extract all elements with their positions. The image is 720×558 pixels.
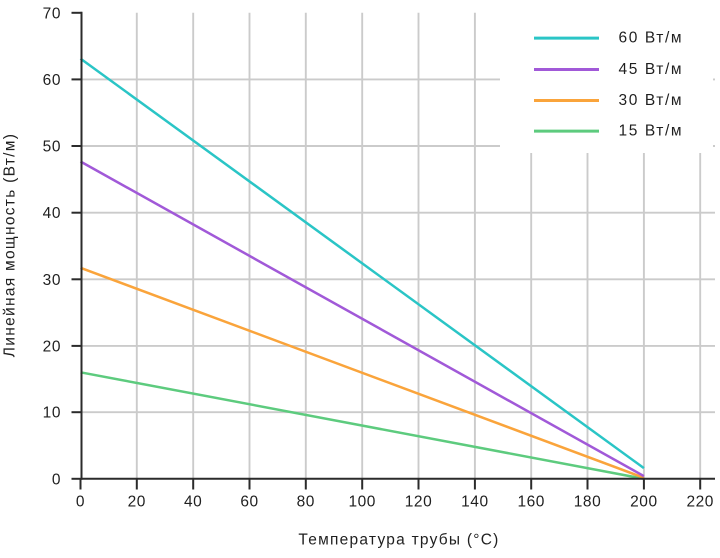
- svg-text:60: 60: [240, 494, 258, 511]
- svg-text:80: 80: [297, 494, 315, 511]
- svg-text:15 Вт/м: 15 Вт/м: [619, 123, 684, 140]
- svg-text:10: 10: [43, 405, 61, 422]
- svg-text:160: 160: [517, 494, 545, 511]
- svg-text:70: 70: [43, 5, 61, 22]
- svg-text:30: 30: [43, 272, 61, 289]
- svg-text:100: 100: [348, 494, 376, 511]
- svg-text:200: 200: [630, 494, 658, 511]
- svg-text:40: 40: [184, 494, 202, 511]
- svg-text:60: 60: [43, 72, 61, 89]
- svg-text:40: 40: [43, 205, 61, 222]
- svg-text:0: 0: [52, 471, 61, 488]
- svg-text:20: 20: [43, 338, 61, 355]
- svg-text:30 Вт/м: 30 Вт/м: [619, 92, 684, 109]
- svg-text:60 Вт/м: 60 Вт/м: [619, 30, 684, 47]
- svg-text:Линейная мощность (Вт/м): Линейная мощность (Вт/м): [2, 133, 19, 357]
- svg-text:50: 50: [43, 139, 61, 156]
- svg-text:20: 20: [128, 494, 146, 511]
- svg-text:Температура трубы (°C): Температура трубы (°C): [298, 531, 499, 548]
- svg-text:45 Вт/м: 45 Вт/м: [619, 61, 684, 78]
- svg-text:0: 0: [76, 494, 85, 511]
- svg-text:120: 120: [405, 494, 433, 511]
- svg-text:140: 140: [461, 494, 489, 511]
- svg-text:180: 180: [574, 494, 602, 511]
- svg-text:220: 220: [686, 494, 714, 511]
